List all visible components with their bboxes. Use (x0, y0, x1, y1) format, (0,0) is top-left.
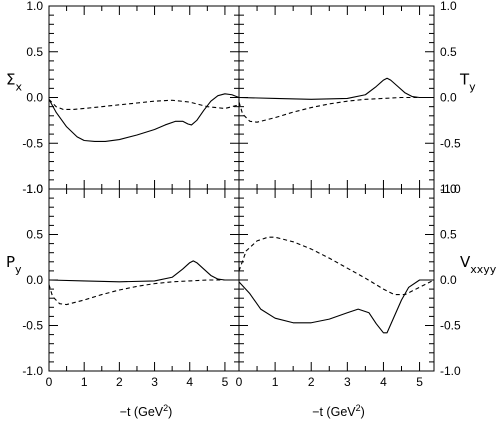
y-tick-label-left: -1.0 (22, 364, 43, 378)
series-solid-top-right (238, 77, 434, 100)
x-tick-label: 1 (81, 375, 88, 389)
y-tick-label-right: 0.0 (440, 273, 457, 287)
y-tick-label-right: -1.0 (440, 364, 461, 378)
x-tick-label: 3 (151, 375, 158, 389)
y-tick-label-right: -1.0 (440, 182, 461, 196)
x-axis-titles: −t (GeV2) −t (GeV2) (120, 403, 365, 419)
x-tick-label: 2 (308, 375, 315, 389)
x-tick-label: 0 (46, 375, 53, 389)
observable-subscript: x (15, 81, 22, 94)
y-tick-label-left: 0.5 (26, 228, 43, 242)
y-tick-label-right: -0.5 (440, 319, 461, 333)
y-tick-label-left: 0.0 (26, 273, 43, 287)
observable-subscript: xxyy (470, 263, 497, 276)
y-tick-label-left: 1.0 (26, 182, 43, 196)
observable-label: Ty (459, 71, 476, 94)
y-tick-label-left: -0.5 (22, 136, 43, 150)
panel-frame-top-left (48, 5, 240, 190)
y-tick-label-left: 0.0 (26, 91, 43, 105)
axis-ticks (48, 5, 434, 372)
y-tick-label-right: 0.5 (440, 45, 457, 59)
series-dashed-bottom-right (238, 236, 435, 296)
series-dashed-bottom-left (48, 279, 239, 306)
observable-subscript: y (15, 263, 22, 276)
y-tick-label-right: 1.0 (440, 0, 457, 13)
x-tick-label: 1 (272, 375, 279, 389)
tick-labels: 1.00.50.0-0.5-1.01.00.50.0-0.5-1.01.00.5… (22, 0, 461, 389)
series-solid-top-left (48, 93, 240, 142)
observable-label: Py (6, 253, 22, 276)
y-tick-label-left: -1.0 (22, 182, 43, 196)
x-axis-title: −t (GeV2) (312, 403, 365, 419)
x-tick-label: 0 (236, 375, 243, 389)
series-solid-bottom-left (48, 260, 239, 283)
observable-subscript: y (469, 81, 476, 94)
x-tick-label: 2 (116, 375, 123, 389)
series-solid-bottom-right (238, 279, 434, 334)
x-tick-label: 5 (416, 375, 423, 389)
observable-labels: Σx Ty Py Vxxyy (6, 71, 497, 277)
y-tick-label-right: 0.5 (440, 228, 457, 242)
data-curves (48, 77, 435, 334)
series-dashed-top-right (238, 96, 434, 123)
y-tick-label-right: 0.0 (440, 91, 457, 105)
y-tick-label-right: 1.0 (440, 182, 457, 196)
x-axis-title: −t (GeV2) (120, 403, 173, 419)
observable-label: Σx (6, 71, 22, 94)
x-tick-label: 4 (186, 375, 193, 389)
panel-frame-bottom-right (238, 188, 435, 372)
y-tick-label-right: -0.5 (440, 136, 461, 150)
y-tick-label-left: 1.0 (26, 0, 43, 13)
x-tick-label: 4 (380, 375, 387, 389)
x-tick-label: 3 (344, 375, 351, 389)
panel-frame-top-right (238, 5, 435, 190)
observable-label: Vxxyy (460, 253, 497, 276)
y-tick-label-left: 0.5 (26, 45, 43, 59)
y-tick-label-left: -0.5 (22, 319, 43, 333)
x-tick-label: 5 (222, 375, 229, 389)
